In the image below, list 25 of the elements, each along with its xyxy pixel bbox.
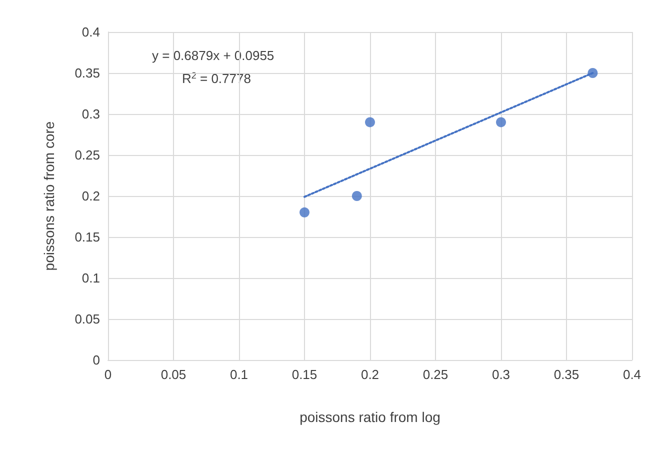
x-axis-title: poissons ratio from log	[300, 409, 440, 425]
annotation: y = 0.6879x + 0.0955	[152, 48, 274, 63]
x-tick-label: 0.1	[230, 367, 248, 382]
y-tick-label: 0	[92, 352, 100, 368]
x-tick-label: 0.3	[492, 367, 510, 382]
x-tick-label: 0.35	[554, 367, 580, 382]
y-tick-label: 0.4	[82, 24, 100, 40]
y-tick-label: 0.1	[82, 270, 100, 286]
x-tick-label: 0.25	[422, 367, 448, 382]
y-tick-label: 0.3	[82, 106, 100, 122]
x-tick-label: 0.2	[360, 367, 380, 382]
point	[496, 117, 506, 128]
x-tick-label: 0.15	[292, 367, 318, 382]
y-tick-label: 0.2	[82, 188, 100, 204]
x-tick-label: 0	[104, 367, 112, 382]
y-axis-title: poissons ratio from core	[41, 121, 57, 271]
point	[352, 191, 362, 201]
point	[300, 207, 310, 218]
y-tick-label: 0.15	[74, 230, 100, 244]
y-tick-label: 0.35	[74, 66, 100, 80]
y-tick-label: 0.05	[74, 312, 100, 326]
point	[365, 117, 375, 128]
y-tick-label: 0.25	[74, 148, 100, 162]
x-tick-label: 0.05	[160, 367, 186, 382]
x-tick-label: 0.4	[622, 367, 642, 382]
